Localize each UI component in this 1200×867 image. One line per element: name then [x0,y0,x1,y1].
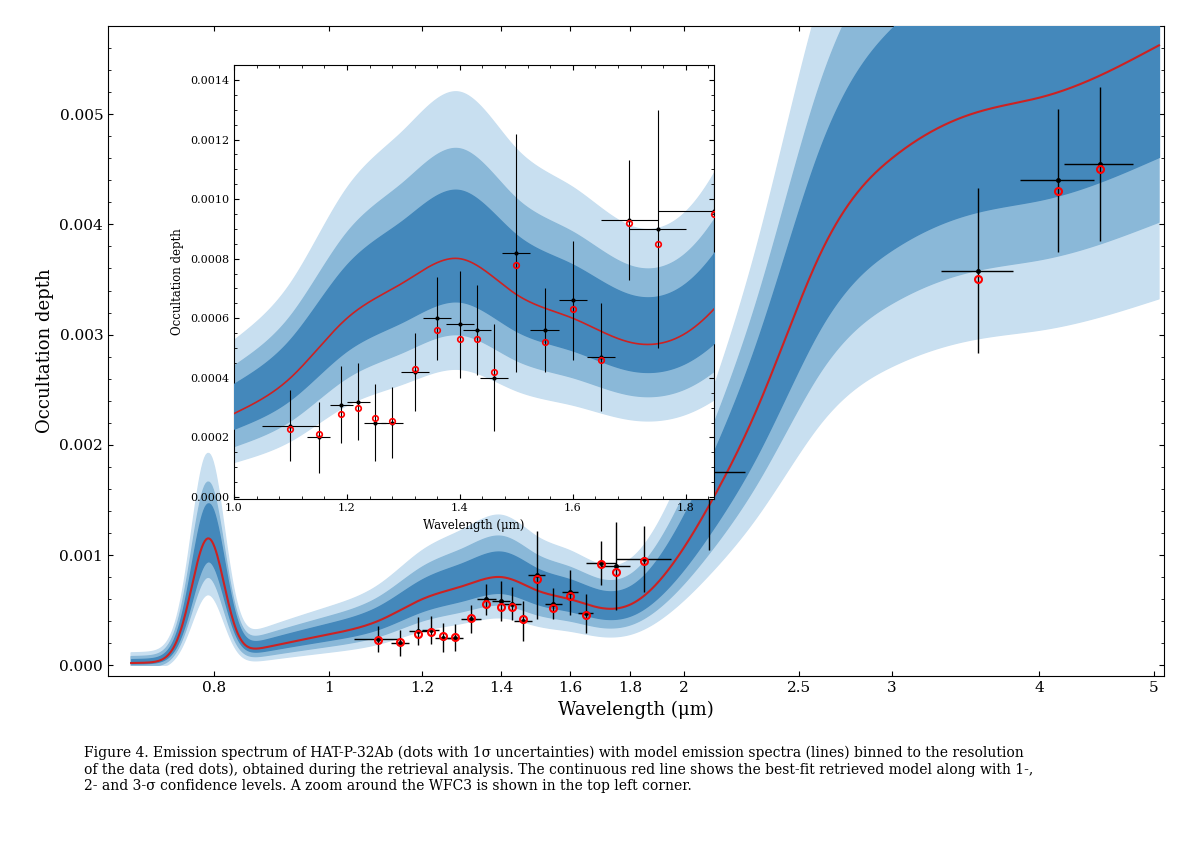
Y-axis label: Occultation depth: Occultation depth [172,228,185,336]
Y-axis label: Occultation depth: Occultation depth [36,269,54,434]
X-axis label: Wavelength (μm): Wavelength (μm) [424,519,524,532]
Text: Figure 4. Emission spectrum of HAT-P-32Ab (dots with 1σ uncertainties) with mode: Figure 4. Emission spectrum of HAT-P-32A… [84,746,1033,793]
X-axis label: Wavelength (μm): Wavelength (μm) [558,701,714,719]
